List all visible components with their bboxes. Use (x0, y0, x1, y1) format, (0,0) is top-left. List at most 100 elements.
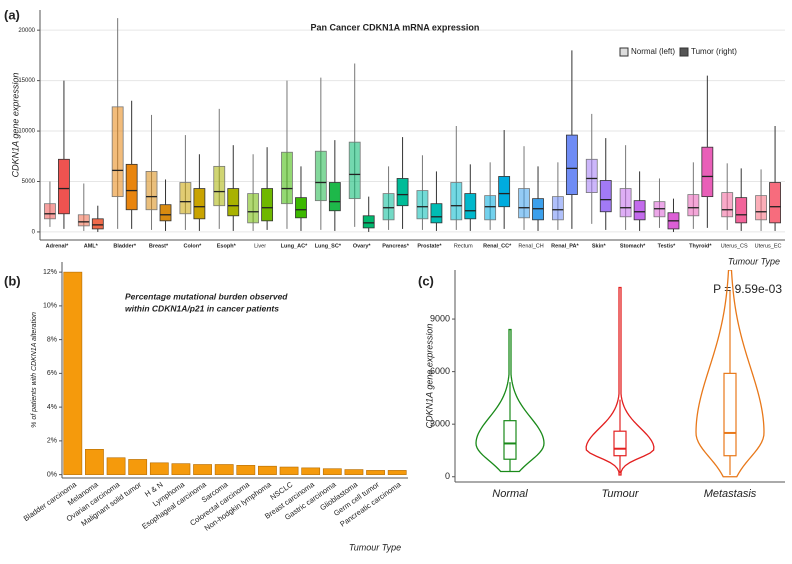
box-group (551, 162, 564, 230)
bar (301, 467, 321, 475)
box (723, 372, 737, 457)
x-tick-label: Breast* (149, 243, 169, 249)
box-group (619, 145, 632, 230)
y-tick-label: 0 (445, 471, 450, 481)
box (213, 165, 226, 207)
box-group (430, 171, 443, 231)
x-tick-label: Lung_AC* (281, 243, 308, 249)
box (295, 197, 307, 219)
box-group (396, 137, 409, 229)
x-tick-label: Colon* (184, 243, 203, 249)
box (328, 182, 341, 212)
box-group (687, 162, 700, 229)
panel-label: (b) (4, 273, 21, 288)
box-group (314, 77, 327, 230)
x-tick-label: Metastasis (704, 488, 757, 500)
box (769, 182, 781, 224)
y-tick-label: 10000 (18, 129, 35, 135)
box (416, 190, 429, 220)
box-group (247, 154, 260, 231)
y-tick-label: 20000 (18, 28, 35, 34)
bar (214, 464, 234, 475)
y-tick-label: 9000 (430, 313, 450, 323)
bar (344, 469, 364, 475)
box-group (213, 108, 226, 229)
box (125, 163, 138, 211)
box (227, 188, 240, 217)
box (701, 146, 714, 198)
y-tick-label: 6% (47, 370, 57, 377)
box (585, 158, 598, 193)
x-tick-label: Prostate* (417, 243, 442, 249)
box-group (633, 171, 646, 231)
x-tick-label: Stomach* (620, 243, 646, 249)
box-group (667, 198, 680, 232)
box-group (416, 155, 429, 230)
box-group (125, 100, 138, 229)
box (193, 188, 206, 220)
box-group (565, 50, 578, 229)
x-tick-label: Renal_CH (518, 243, 543, 249)
bar (279, 466, 299, 475)
box (464, 193, 477, 220)
bar (171, 463, 191, 475)
box-group (91, 205, 104, 232)
box-group (769, 126, 781, 231)
box (735, 197, 748, 224)
annotation: P = 9.59e-03 (713, 282, 782, 296)
box (159, 204, 172, 222)
box-group (44, 181, 56, 227)
plot-area (475, 270, 765, 478)
x-tick-label: Rectum (454, 243, 473, 249)
annotation: within CDKN1A/p21 in cancer patients (125, 303, 279, 313)
x-tick-label: Lung_SC* (315, 243, 342, 249)
box-group (179, 135, 192, 230)
bar (106, 457, 126, 475)
y-tick-label: 3000 (430, 419, 450, 429)
box (687, 194, 700, 217)
box-group (450, 126, 463, 230)
annotation: Percentage mutational burden observed (125, 291, 288, 301)
violin (585, 286, 655, 476)
y-tick-label: 5000 (22, 179, 36, 185)
x-tick-label: Thyroid* (689, 243, 712, 249)
box-group (721, 163, 734, 230)
box-group (464, 164, 477, 231)
legend-label: Normal (left) (631, 47, 675, 56)
y-axis-label: CDKN1A gene expression (10, 73, 20, 178)
box-group (281, 80, 293, 229)
y-tick-label: 4% (47, 404, 57, 411)
box (565, 134, 578, 196)
bar (63, 271, 83, 475)
box-group (348, 63, 361, 227)
box (498, 176, 511, 208)
box-group (295, 166, 307, 231)
bar (193, 464, 212, 475)
y-axis-label: CDKN1A gene expression (424, 324, 434, 429)
box (484, 195, 497, 221)
box (362, 215, 375, 229)
box-group (701, 75, 714, 228)
violin (695, 270, 765, 478)
box-group (653, 178, 666, 228)
box (145, 171, 158, 211)
box (382, 193, 395, 221)
box-group (498, 130, 511, 229)
box (430, 203, 443, 224)
box-group (261, 147, 274, 230)
box-group (227, 145, 240, 231)
x-tick-label: Skin* (592, 243, 607, 249)
box (755, 195, 767, 221)
x-tick-label: Uterus_EC (755, 243, 782, 249)
x-tick-label: Renal_PA* (551, 243, 579, 249)
x-tick-label: Pancreas* (382, 243, 409, 249)
box (518, 188, 530, 219)
box (91, 218, 104, 230)
bar (322, 468, 342, 475)
box-group (585, 113, 598, 224)
bar (258, 465, 277, 475)
box-group (362, 196, 375, 232)
box (111, 106, 124, 198)
